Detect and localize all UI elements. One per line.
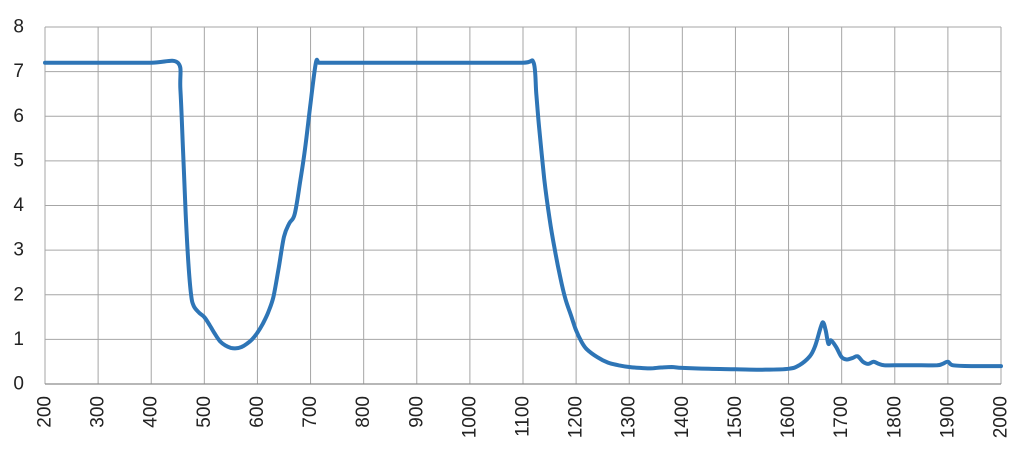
y-tick-label: 1 xyxy=(13,329,24,350)
x-tick-label: 1400 xyxy=(672,396,693,438)
x-tick-label: 800 xyxy=(353,396,374,428)
y-tick-label: 5 xyxy=(13,150,24,171)
x-tick-label: 1700 xyxy=(831,396,852,438)
x-tick-label: 700 xyxy=(300,396,321,428)
y-tick-label: 6 xyxy=(13,106,24,127)
x-tick-label: 1800 xyxy=(884,396,905,438)
y-tick-label: 3 xyxy=(13,240,24,261)
x-tick-label: 1000 xyxy=(459,396,480,438)
y-tick-label: 4 xyxy=(13,195,24,216)
x-tick-label: 1100 xyxy=(513,396,534,437)
x-tick-label: 200 xyxy=(35,396,56,428)
x-tick-label: 500 xyxy=(194,396,215,428)
x-tick-label: 400 xyxy=(141,396,162,428)
x-tick-label: 1200 xyxy=(566,396,587,438)
x-tick-label: 900 xyxy=(406,396,427,428)
x-tick-label: 1600 xyxy=(778,396,799,438)
x-tick-label: 600 xyxy=(247,396,268,428)
x-tick-label: 2000 xyxy=(991,396,1012,438)
x-tick-label: 1500 xyxy=(725,396,746,438)
x-axis-tick-labels: 200 300 400 500 600 700 800 900 1000 1100 1200 1300… xyxy=(35,396,1012,438)
horizontal-gridlines xyxy=(45,26,1001,385)
x-tick-label: 1300 xyxy=(619,396,640,438)
x-tick-label: 1900 xyxy=(937,396,958,438)
series-line xyxy=(43,57,1003,372)
y-tick-label: 7 xyxy=(13,61,24,82)
y-tick-label: 0 xyxy=(13,374,24,395)
y-tick-label: 2 xyxy=(13,284,24,305)
x-tick-label: 300 xyxy=(88,396,109,428)
y-axis-tick-labels: 0 1 2 3 4 5 6 7 8 xyxy=(13,17,24,395)
y-tick-label: 8 xyxy=(13,17,24,38)
